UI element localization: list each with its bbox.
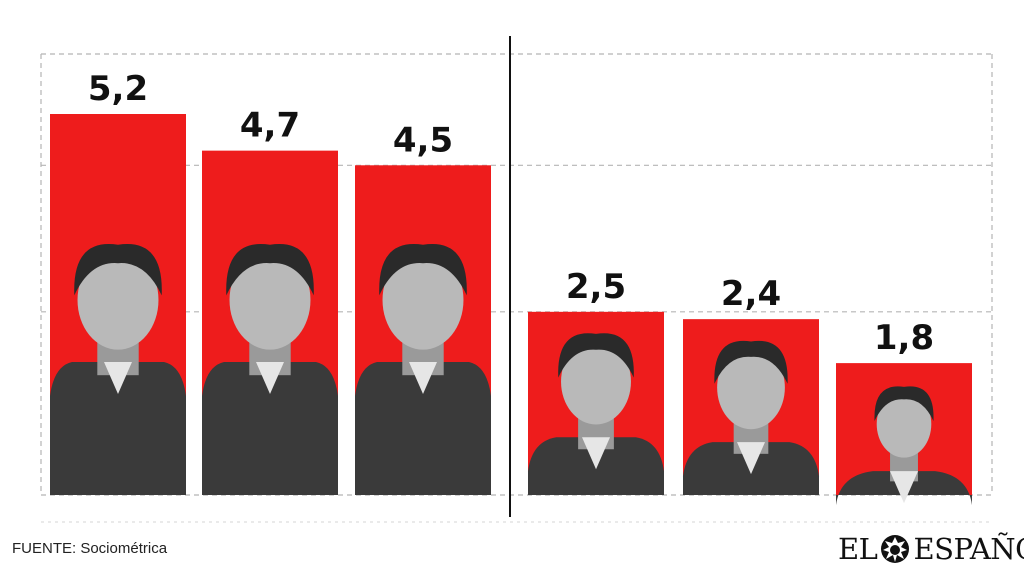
bar-group-5 xyxy=(683,319,819,495)
portrait-3 xyxy=(355,244,491,495)
portrait-hair-1 xyxy=(74,244,162,296)
portrait-shoulders-1 xyxy=(50,362,186,495)
bars xyxy=(50,114,972,506)
portrait-5 xyxy=(683,340,819,495)
bar-group-4 xyxy=(528,311,664,495)
portrait-collar-2 xyxy=(256,362,284,394)
value-labels: 5,2 4,7 4,5 2,5 2,4 1,8 xyxy=(88,69,934,358)
portrait-face-6 xyxy=(876,390,932,458)
value-label-2: 4,7 xyxy=(240,106,300,146)
value-label-6: 1,8 xyxy=(874,318,934,358)
portrait-face-3 xyxy=(382,250,464,350)
logo-text-right: ESPAÑOL xyxy=(913,532,1024,566)
portrait-shoulders-2 xyxy=(202,362,338,495)
value-label-5: 2,4 xyxy=(721,274,781,314)
bar-group-1 xyxy=(50,114,186,495)
portrait-collar-3 xyxy=(409,362,437,394)
portrait-face-1 xyxy=(77,250,159,350)
portrait-4 xyxy=(528,333,664,495)
portrait-2 xyxy=(202,244,338,495)
value-label-4: 2,5 xyxy=(566,267,626,307)
portrait-collar-4 xyxy=(582,437,610,470)
source-text: FUENTE: Sociométrica xyxy=(12,540,168,557)
portrait-hair-3 xyxy=(379,244,467,296)
portrait-face-2 xyxy=(229,250,311,350)
portrait-hair-4 xyxy=(558,333,634,378)
bar-group-6 xyxy=(836,363,972,506)
el-espanol-logo: EL ESPAÑOL xyxy=(838,532,1024,566)
lion-head-icon xyxy=(881,535,910,563)
bar-group-2 xyxy=(202,150,338,495)
portrait-hair-2 xyxy=(226,244,314,296)
portrait-collar-5 xyxy=(737,442,765,475)
portrait-collar-1 xyxy=(104,362,132,394)
portrait-6 xyxy=(836,386,972,506)
logo-text-left: EL xyxy=(838,532,878,566)
portrait-face-5 xyxy=(717,346,785,430)
portrait-collar-6 xyxy=(890,471,918,504)
value-label-1: 5,2 xyxy=(88,69,148,109)
portrait-hair-6 xyxy=(874,386,934,422)
value-label-3: 4,5 xyxy=(393,120,453,160)
portrait-hair-5 xyxy=(714,340,788,384)
grid-lines xyxy=(40,53,993,523)
portrait-1 xyxy=(50,244,186,495)
bar-group-3 xyxy=(355,165,491,496)
portrait-face-4 xyxy=(561,338,631,425)
portrait-shoulders-3 xyxy=(355,362,491,495)
